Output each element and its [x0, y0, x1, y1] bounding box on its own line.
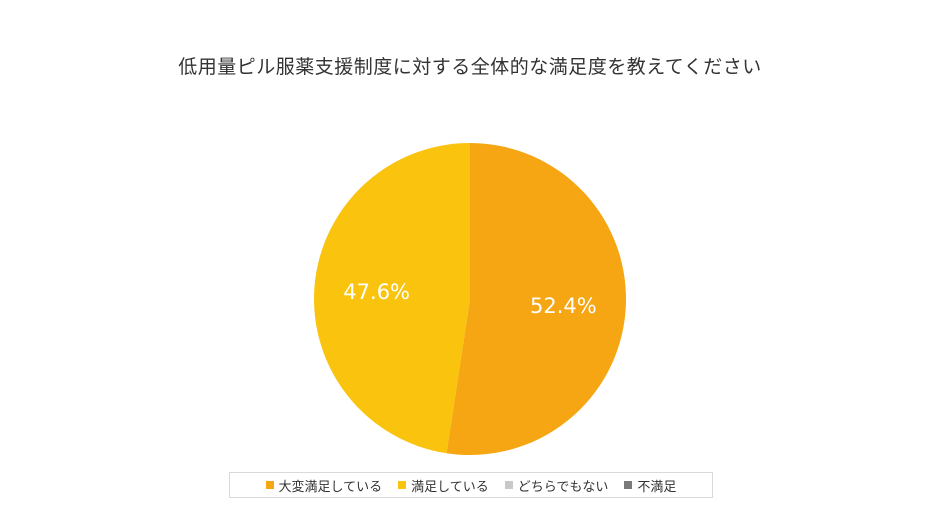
- legend-swatch-very-satisfied: [265, 481, 274, 489]
- legend-item-dissatisfied: 不満足: [624, 476, 676, 495]
- legend-swatch-dissatisfied: [624, 481, 633, 489]
- chart-title: 低用量ピル服薬支援制度に対する全体的な満足度を教えてください: [178, 56, 762, 78]
- legend-item-neutral: どちらでもない: [504, 476, 609, 495]
- data-label-satisfied: 47.6%: [343, 280, 410, 304]
- pie-slice-satisfied: [314, 143, 470, 454]
- data-label-very-satisfied: 52.4%: [530, 294, 597, 318]
- legend-item-satisfied: 満足している: [398, 476, 489, 495]
- legend-swatch-neutral: [504, 481, 513, 489]
- legend-label-satisfied: 満足している: [411, 479, 489, 495]
- legend-label-dissatisfied: 不満足: [637, 479, 677, 495]
- legend-label-neutral: どちらでもない: [517, 479, 609, 495]
- legend-item-very-satisfied: 大変満足している: [265, 476, 383, 495]
- pie-slice-very-satisfied: [446, 143, 627, 455]
- legend-swatch-satisfied: [398, 481, 407, 489]
- legend: 大変満足している 満足している どちらでもない 不満足: [229, 472, 713, 498]
- legend-label-very-satisfied: 大変満足している: [278, 479, 383, 495]
